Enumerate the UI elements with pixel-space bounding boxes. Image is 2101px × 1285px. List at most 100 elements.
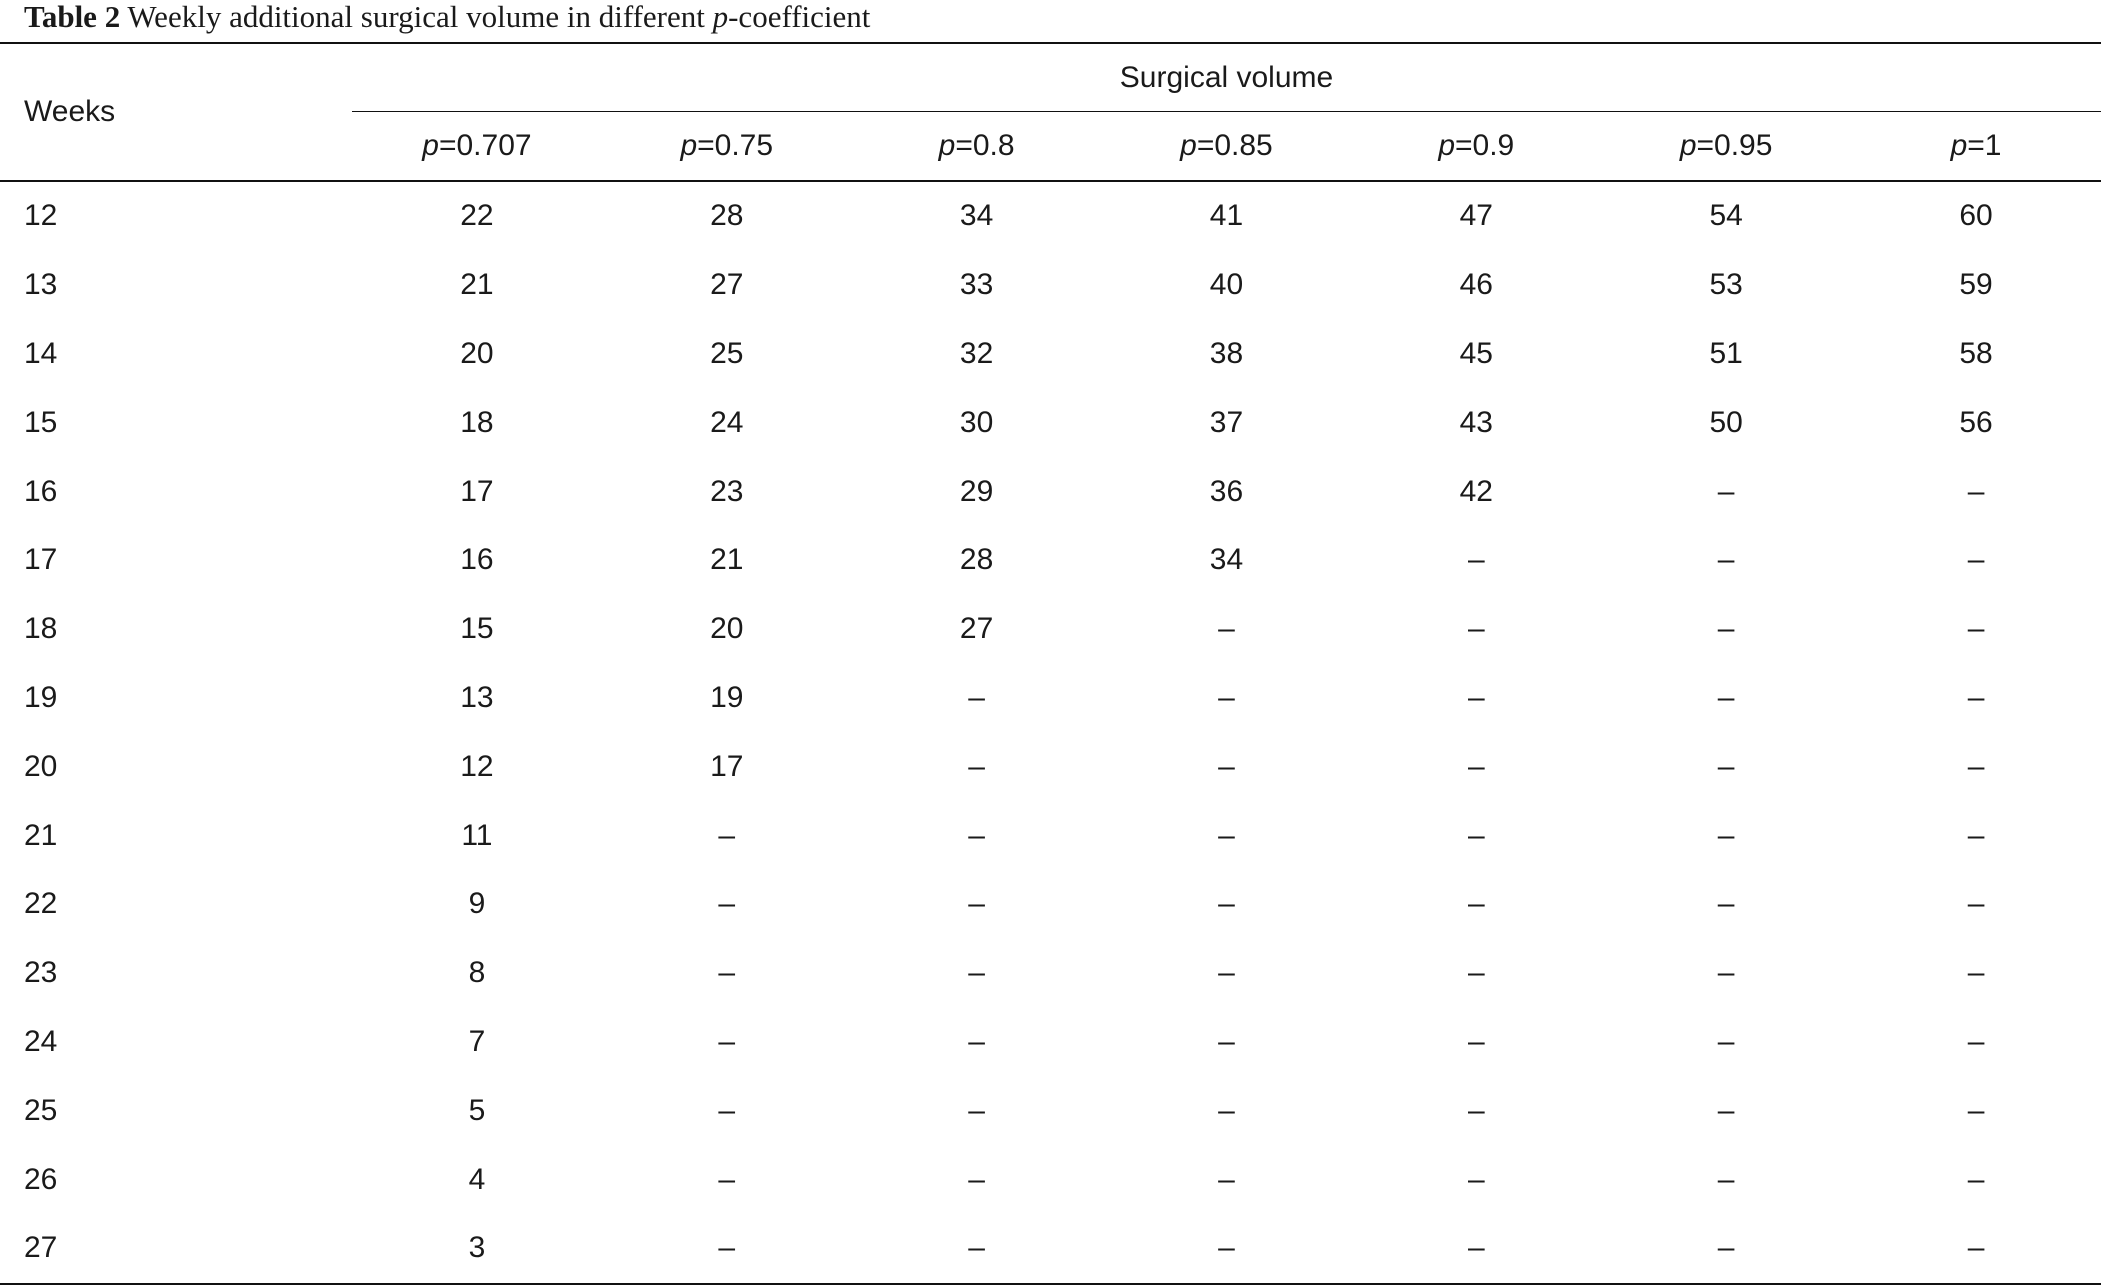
volume-cell: – [1467, 1093, 1485, 1127]
volume-cell: 34 [959, 199, 994, 233]
volume-cell: 28 [710, 199, 744, 233]
p-column-header: p=0.75 [601, 112, 852, 182]
volume-cell: 33 [959, 268, 994, 302]
volume-cell: 42 [1459, 474, 1493, 508]
volume-cell: – [1717, 1024, 1735, 1058]
volume-cell: 4 [468, 1162, 486, 1196]
volume-cell: 15 [460, 612, 494, 646]
volume-cell: – [1218, 887, 1235, 921]
volume-cell: 36 [1209, 474, 1244, 508]
volume-cell: 43 [1459, 405, 1493, 439]
volume-cell: – [1467, 887, 1485, 921]
volume-cell: – [1967, 1093, 1985, 1127]
volume-cell: – [1717, 1162, 1735, 1196]
volume-cell: – [1101, 1213, 1352, 1285]
group-header-rule [352, 111, 2101, 112]
p-value: =1 [1967, 129, 2002, 162]
week-cell: 27 [0, 1213, 352, 1285]
volume-cell: – [1967, 543, 1985, 577]
volume-cell: 27 [959, 612, 994, 646]
week-cell: 14 [24, 336, 58, 370]
table-row: 27 3– – – – – – [0, 1213, 2101, 1285]
p-value: =0.85 [1196, 129, 1273, 162]
volume-cell: – [1467, 1162, 1485, 1196]
caption-text: Weekly additional surgical volume in dif… [127, 0, 705, 34]
volume-cell: – [1967, 474, 1985, 508]
week-cell: 21 [24, 818, 58, 852]
volume-cell: – [1218, 749, 1235, 783]
volume-cell: 60 [1959, 199, 1993, 233]
volume-cell: – [851, 1213, 1102, 1285]
volume-cell: – [1967, 1024, 1985, 1058]
volume-cell: 13 [460, 680, 494, 714]
volume-cell: – [1218, 1093, 1235, 1127]
volume-cell: – [1467, 818, 1485, 852]
volume-cell: 17 [710, 749, 744, 783]
volume-cell: – [718, 1024, 736, 1058]
volume-cell: – [968, 1024, 985, 1058]
volume-cell: 25 [710, 336, 744, 370]
volume-cell: 27 [710, 268, 744, 302]
week-cell: 20 [24, 749, 58, 783]
volume-cell: 50 [1709, 405, 1743, 439]
volume-cell: – [1218, 1162, 1235, 1196]
volume-cell: – [1851, 1213, 2101, 1285]
volume-cell: – [718, 1162, 736, 1196]
volume-cell: 51 [1709, 336, 1743, 370]
surgical-volume-group-header: Surgical volume [352, 42, 2101, 112]
table-row: 21 11 – – – – – – [0, 801, 2101, 870]
volume-cell: – [1467, 612, 1485, 646]
volume-cell: – [968, 887, 985, 921]
week-cell: 23 [24, 956, 58, 990]
volume-cell: – [718, 1093, 736, 1127]
volume-cell: – [1717, 749, 1735, 783]
volume-cell: 12 [460, 749, 494, 783]
volume-cell: 3 [352, 1213, 602, 1285]
table-row: 12 22 28 34 41 47 54 60 [0, 181, 2101, 251]
volume-cell: – [968, 1093, 985, 1127]
volume-cell: 5 [468, 1093, 486, 1127]
p-symbol: p [1180, 129, 1197, 162]
table-row: 18 15 20 27 – – – – [0, 595, 2101, 664]
table-row: 20 12 17 – – – – – [0, 732, 2101, 801]
volume-cell: 53 [1709, 268, 1743, 302]
table-row: 19 13 19 – – – – – [0, 664, 2101, 733]
p-symbol: p [1679, 129, 1697, 162]
volume-cell: – [1967, 612, 1985, 646]
table-row: 26 4 – – – – – – [0, 1145, 2101, 1214]
volume-cell: 28 [959, 543, 994, 577]
volume-cell: – [1717, 887, 1735, 921]
volume-cell: 20 [710, 612, 744, 646]
volume-cell: – [1717, 474, 1735, 508]
p-column-header: p=0.707 [352, 112, 602, 182]
volume-cell: – [968, 1162, 985, 1196]
volume-cell: – [1717, 680, 1735, 714]
week-cell: 16 [24, 474, 58, 508]
volume-cell: 34 [1209, 543, 1244, 577]
volume-cell: – [1467, 680, 1485, 714]
volume-cell: – [1218, 680, 1235, 714]
volume-cell: – [1967, 887, 1985, 921]
volume-cell: 22 [460, 199, 494, 233]
week-cell: 13 [24, 268, 58, 302]
volume-cell: – [1967, 818, 1985, 852]
week-cell: 25 [24, 1093, 58, 1127]
volume-cell: – [1717, 612, 1735, 646]
volume-cell: 9 [468, 887, 486, 921]
table-header: Weeks Surgical volume p=0.707 p=0.75 p=0.8… [0, 42, 2101, 182]
volume-cell: 23 [710, 474, 744, 508]
table-row: 15 18 24 30 37 43 50 56 [0, 388, 2101, 457]
week-cell: 22 [24, 887, 58, 921]
volume-cell: 47 [1459, 199, 1493, 233]
volume-cell: – [1467, 1024, 1485, 1058]
caption-text-after: -coefficient [728, 0, 871, 34]
volume-cell: – [601, 1213, 852, 1285]
p-column-header: p=0.8 [851, 112, 1102, 182]
volume-cell: 54 [1709, 199, 1743, 233]
volume-cell: 21 [710, 543, 744, 577]
volume-cell: – [718, 956, 736, 990]
table-row: 14 20 25 32 38 45 51 58 [0, 320, 2101, 389]
p-value: =0.75 [697, 129, 774, 162]
table-row: 25 5 – – – – – – [0, 1076, 2101, 1145]
week-cell: 26 [24, 1162, 58, 1196]
